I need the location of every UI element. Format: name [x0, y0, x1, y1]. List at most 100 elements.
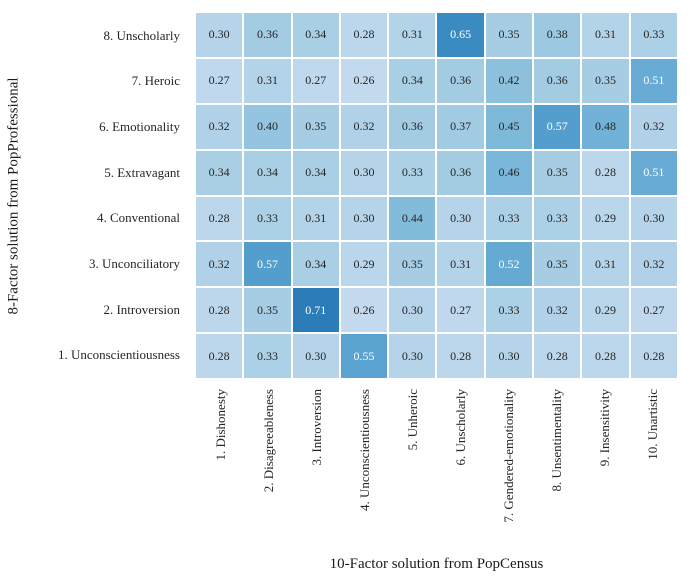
heatmap-cell: 0.32	[630, 104, 677, 149]
heatmap-cell: 0.34	[292, 150, 339, 195]
heatmap-cell: 0.29	[582, 288, 629, 333]
heatmap-cell: 0.30	[437, 196, 484, 241]
row-label: 5. Extravagant	[104, 164, 180, 180]
heatmap-cell: 0.71	[292, 288, 339, 333]
heatmap-cell: 0.28	[437, 334, 484, 378]
heatmap-cell: 0.30	[340, 196, 388, 241]
column-label: 2. Disagreeableness	[260, 389, 276, 493]
heatmap-cell: 0.31	[389, 13, 436, 57]
heatmap-cell: 0.34	[244, 150, 291, 195]
heatmap-cell: 0.30	[630, 196, 677, 241]
heatmap-cell: 0.28	[582, 150, 629, 195]
heatmap-cell: 0.30	[389, 288, 436, 333]
heatmap-cell: 0.35	[534, 242, 581, 287]
heatmap-cell: 0.31	[582, 242, 629, 287]
heatmap-cell: 0.28	[630, 334, 677, 378]
heatmap-cell: 0.36	[244, 13, 291, 57]
heatmap-cell: 0.26	[340, 288, 388, 333]
row-label: 3. Unconciliatory	[89, 255, 180, 271]
row-label: 1. Unconscientiousness	[57, 347, 180, 363]
column-label: 9. Insensitivity	[597, 389, 613, 467]
heatmap-grid: 0.30 0.36 0.34 0.28 0.31 0.65 0.35 0.38 0.31 0.33…	[196, 13, 677, 378]
heatmap-cell: 0.55	[340, 334, 388, 378]
heatmap-cell: 0.57	[244, 242, 291, 287]
column-label: 6. Unscholarly	[453, 389, 469, 466]
column-label: 8. Unsentimentality	[549, 389, 565, 492]
heatmap-cell: 0.52	[485, 242, 533, 287]
heatmap-cell: 0.30	[196, 13, 243, 57]
heatmap-cell: 0.30	[340, 150, 388, 195]
heatmap-cell: 0.31	[292, 196, 339, 241]
heatmap-cell: 0.45	[485, 104, 533, 149]
column-label-slot: 3. Introversion	[292, 389, 340, 539]
heatmap-cell: 0.35	[389, 242, 436, 287]
heatmap-cell: 0.26	[340, 58, 388, 103]
heatmap-cell: 0.27	[630, 288, 677, 333]
row-label: 4. Conventional	[96, 210, 180, 226]
heatmap-cell: 0.36	[389, 104, 436, 149]
row-label: 2. Introversion	[103, 301, 180, 317]
heatmap-cell: 0.36	[437, 150, 484, 195]
heatmap-cell: 0.27	[437, 288, 484, 333]
heatmap-cell: 0.34	[389, 58, 436, 103]
heatmap-cell: 0.35	[292, 104, 339, 149]
row-label: 8. Unscholarly	[103, 27, 180, 43]
heatmap-cell: 0.35	[244, 288, 291, 333]
heatmap-cell: 0.38	[534, 13, 581, 57]
heatmap-cell: 0.34	[292, 242, 339, 287]
heatmap-cell: 0.29	[582, 196, 629, 241]
heatmap-cell: 0.30	[485, 334, 533, 378]
column-label: 7. Gendered-emotionality	[501, 389, 517, 523]
row-labels: 8. Unscholarly 7. Heroic 6. Emotionality 5.…	[0, 13, 188, 378]
column-label: 3. Introversion	[308, 389, 324, 466]
heatmap-cell: 0.34	[196, 150, 243, 195]
heatmap-cell: 0.35	[534, 150, 581, 195]
column-label-slot: 1. Dishonesty	[196, 389, 244, 539]
heatmap-cell: 0.33	[485, 196, 533, 241]
heatmap-cell: 0.36	[534, 58, 581, 103]
column-label: 4. Unconscientiousness	[356, 389, 372, 512]
heatmap-cell: 0.28	[196, 196, 243, 241]
heatmap-cell: 0.46	[485, 150, 533, 195]
column-label-slot: 6. Unscholarly	[436, 389, 484, 539]
column-label-slot: 4. Unconscientiousness	[340, 389, 388, 539]
heatmap-cell: 0.28	[196, 288, 243, 333]
heatmap-cell: 0.28	[534, 334, 581, 378]
heatmap-cell: 0.30	[389, 334, 436, 378]
column-label-slot: 9. Insensitivity	[581, 389, 629, 539]
column-label: 5. Unheroic	[404, 389, 420, 451]
x-axis-title: 10-Factor solution from PopCensus	[329, 556, 544, 572]
heatmap-cell: 0.42	[485, 58, 533, 103]
heatmap-cell: 0.30	[292, 334, 339, 378]
heatmap-cell: 0.65	[437, 13, 484, 57]
heatmap-cell: 0.27	[292, 58, 339, 103]
column-label-slot: 7. Gendered-emotionality	[485, 389, 533, 539]
heatmap-cell: 0.31	[437, 242, 484, 287]
heatmap-cell: 0.48	[582, 104, 629, 149]
heatmap-cell: 0.35	[582, 58, 629, 103]
heatmap-cell: 0.29	[340, 242, 388, 287]
column-label-slot: 2. Disagreeableness	[244, 389, 292, 539]
heatmap-cell: 0.32	[534, 288, 581, 333]
heatmap-cell: 0.28	[582, 334, 629, 378]
heatmap-cell: 0.32	[340, 104, 388, 149]
heatmap-cell: 0.35	[485, 13, 533, 57]
heatmap-cell: 0.33	[485, 288, 533, 333]
heatmap-cell: 0.51	[630, 150, 677, 195]
row-label: 6. Emotionality	[99, 119, 180, 135]
heatmap-cell: 0.31	[582, 13, 629, 57]
heatmap-cell: 0.57	[534, 104, 581, 149]
heatmap-cell: 0.40	[244, 104, 291, 149]
column-label-slot: 8. Unsentimentality	[533, 389, 581, 539]
heatmap-cell: 0.28	[196, 334, 243, 378]
heatmap-cell: 0.27	[196, 58, 243, 103]
heatmap-cell: 0.51	[630, 58, 677, 103]
column-label: 10. Unartistic	[645, 389, 661, 460]
column-label: 1. Dishonesty	[212, 389, 228, 461]
row-label: 7. Heroic	[131, 73, 180, 89]
heatmap-cell: 0.28	[340, 13, 388, 57]
heatmap-cell: 0.33	[534, 196, 581, 241]
heatmap-cell: 0.37	[437, 104, 484, 149]
column-labels: 1. Dishonesty 2. Disagreeableness 3. Intro…	[196, 389, 677, 539]
